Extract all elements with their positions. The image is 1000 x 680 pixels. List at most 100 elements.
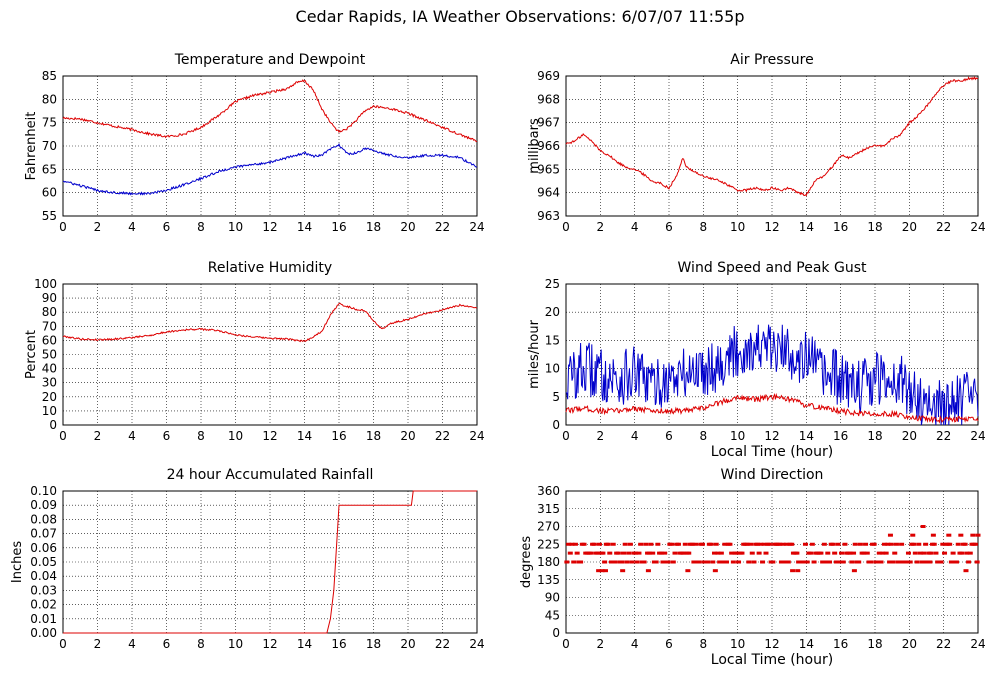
wind-direction-point (919, 560, 925, 564)
wind-direction-point (717, 560, 723, 564)
wind-direction-point (790, 569, 796, 573)
wind-direction-point (887, 533, 893, 537)
x-tick-label: 20 (400, 429, 415, 443)
y-tick-label: 80 (42, 305, 57, 319)
wind-direction-point (658, 551, 664, 555)
wind-direction-point (595, 551, 601, 555)
chart-title: 24 hour Accumulated Rainfall (167, 467, 374, 483)
wind-direction-point (763, 551, 769, 555)
wind-direction-point (931, 542, 937, 546)
x-tick-label: 12 (764, 220, 779, 234)
x-tick-label: 18 (867, 429, 882, 443)
wind-direction-point (975, 533, 981, 537)
chart-title: Relative Humidity (208, 260, 332, 276)
wind-direction-point (837, 560, 843, 564)
wind-direction-point (839, 551, 845, 555)
wind-direction-point (705, 560, 711, 564)
wind-direction-point (626, 551, 632, 555)
x-tick-label: 22 (435, 429, 450, 443)
y-tick-label: 0 (49, 418, 57, 432)
wind-direction-point (921, 551, 927, 555)
wind-direction-point (699, 542, 705, 546)
wind-direction-point (852, 542, 858, 546)
y-tick-label: 60 (42, 186, 57, 200)
wind-direction-point (662, 551, 668, 555)
wind-direction-point (634, 560, 640, 564)
wind-direction-point (713, 542, 719, 546)
wind-direction-point (962, 542, 968, 546)
x-tick-label: 20 (902, 429, 917, 443)
series-line-red (62, 79, 478, 143)
x-tick-label: 24 (469, 429, 484, 443)
x-tick-label: 18 (867, 637, 882, 651)
wind-direction-point (571, 560, 577, 564)
wind-direction-point (749, 551, 755, 555)
x-tick-label: 14 (799, 637, 814, 651)
wind-direction-point (907, 560, 913, 564)
x-tick-label: 20 (902, 220, 917, 234)
wind-direction-point (778, 560, 784, 564)
y-tick-label: 40 (42, 362, 57, 376)
wind-direction-point (940, 542, 946, 546)
wind-direction-point (966, 560, 972, 564)
wind-direction-point (868, 560, 874, 564)
wind-direction-point (615, 551, 621, 555)
wind-direction-point (672, 551, 678, 555)
wind-direction-point (833, 560, 839, 564)
y-tick-label: 270 (537, 520, 560, 534)
wind-direction-point (624, 560, 630, 564)
wind-direction-point (830, 542, 836, 546)
x-tick-label: 24 (469, 637, 484, 651)
x-tick-label: 14 (799, 220, 814, 234)
x-tick-label: 10 (730, 220, 745, 234)
wind-direction-point (758, 542, 764, 546)
x-tick-label: 12 (764, 637, 779, 651)
wind-direction-point (638, 542, 644, 546)
x-tick-label: 6 (163, 637, 171, 651)
y-axis-label: Inches (10, 541, 25, 583)
wind-direction-point (917, 551, 923, 555)
y-tick-label: 70 (42, 319, 57, 333)
x-tick-label: 24 (970, 429, 985, 443)
y-tick-label: 20 (42, 390, 57, 404)
wind-direction-point (878, 560, 884, 564)
y-axis-label: Fahrenheit (24, 112, 39, 181)
y-tick-label: 0.00 (30, 626, 57, 640)
x-tick-label: 2 (94, 637, 102, 651)
x-tick-label: 8 (700, 220, 708, 234)
wind-direction-point (599, 569, 605, 573)
y-tick-label: 50 (42, 348, 57, 362)
wind-direction-point (950, 551, 956, 555)
wind-direction-point (912, 551, 918, 555)
x-tick-label: 4 (128, 220, 136, 234)
wind-direction-point (777, 542, 783, 546)
plot-frame (565, 283, 979, 426)
y-tick-label: 963 (537, 209, 560, 223)
x-tick-label: 6 (665, 220, 673, 234)
x-tick-label: 0 (59, 220, 67, 234)
y-tick-label: 135 (537, 573, 560, 587)
wind-direction-point (564, 560, 570, 564)
wind-direction-point (641, 560, 647, 564)
y-tick-label: 25 (545, 277, 560, 291)
x-tick-label: 14 (297, 220, 312, 234)
wind-direction-point (602, 569, 608, 573)
wind-direction-point (928, 551, 934, 555)
x-tick-label: 0 (59, 637, 67, 651)
x-tick-label: 24 (970, 220, 985, 234)
wind-direction-point (881, 542, 887, 546)
plot-frame (62, 283, 478, 426)
x-tick-label: 10 (228, 220, 243, 234)
wind-direction-point (911, 542, 917, 546)
y-tick-label: 30 (42, 376, 57, 390)
wind-direction-point (780, 542, 786, 546)
wind-direction-point (920, 525, 926, 528)
y-tick-label: 80 (42, 92, 57, 106)
x-tick-label: 2 (597, 220, 605, 234)
wind-direction-point (910, 533, 916, 537)
x-tick-label: 2 (94, 429, 102, 443)
wind-direction-point (612, 560, 618, 564)
x-tick-label: 16 (833, 637, 848, 651)
x-tick-label: 8 (700, 637, 708, 651)
